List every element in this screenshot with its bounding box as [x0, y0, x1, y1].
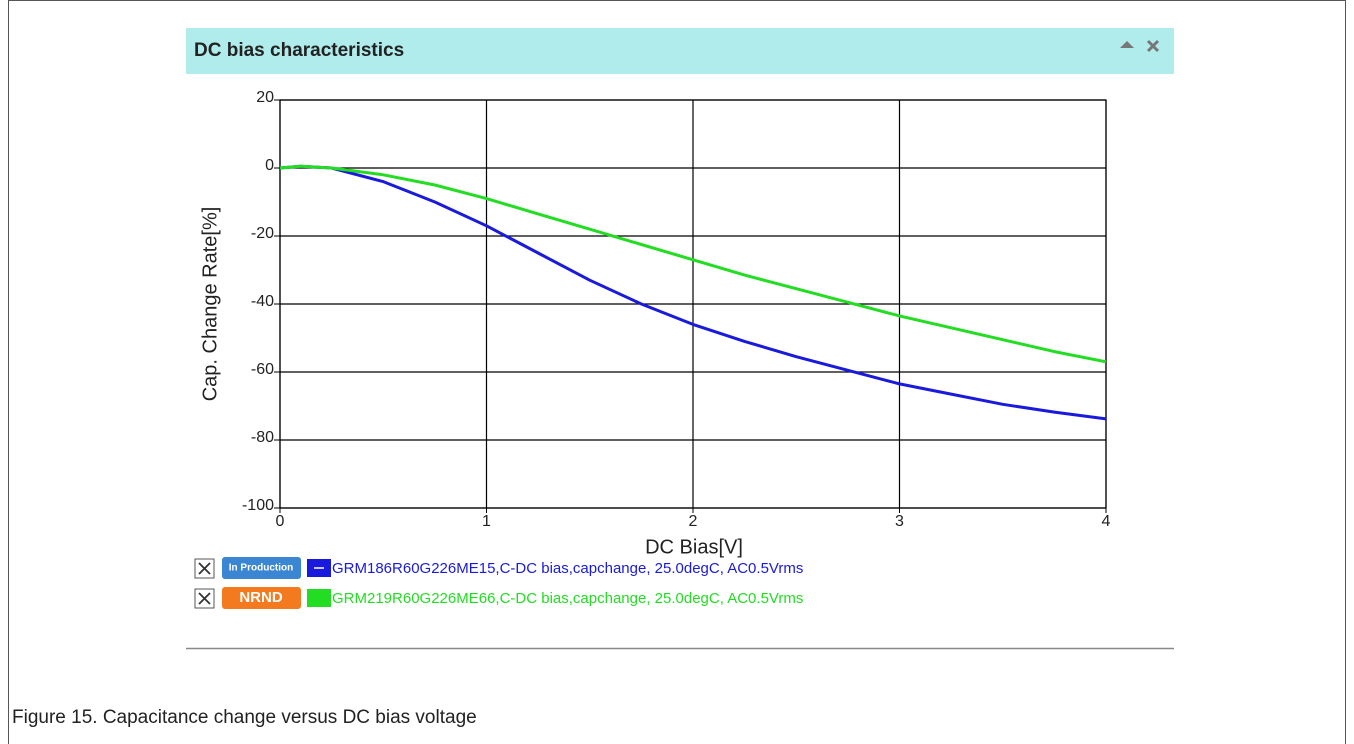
checkbox-x — [198, 592, 211, 605]
figure-caption: Figure 15. Capacitance change versus DC … — [12, 707, 477, 728]
series-line — [279, 164, 1107, 364]
panel-title: DC bias characteristics — [194, 40, 404, 61]
series-line — [279, 164, 1107, 421]
y-tick-label: -100 — [242, 497, 274, 514]
close-icon[interactable] — [1146, 39, 1160, 53]
x-tick-label: 0 — [276, 513, 285, 530]
checkbox-x — [198, 562, 211, 575]
legend-label: GRM219R60G226ME66,C-DC bias,capchange, 2… — [332, 590, 803, 607]
y-tick-label: -40 — [251, 293, 274, 310]
y-tick-label: -80 — [251, 429, 274, 446]
x-tick-label: 3 — [895, 513, 904, 530]
y-axis-label: Cap. Change Rate[%] — [199, 207, 221, 402]
legend-swatch — [307, 589, 331, 607]
x-axis-label: DC Bias[V] — [645, 536, 743, 558]
status-badge — [222, 587, 301, 609]
status-badge-text: In Production — [229, 563, 293, 574]
status-badge — [222, 557, 301, 579]
x-tick-label: 4 — [1102, 513, 1111, 530]
panel-header — [186, 28, 1174, 74]
y-tick-label: -20 — [251, 225, 274, 242]
y-tick-label: -60 — [251, 361, 274, 378]
status-badge-text: NRND — [239, 589, 282, 606]
y-tick-label: 0 — [265, 157, 274, 174]
collapse-icon[interactable] — [1120, 41, 1134, 48]
legend-label: GRM186R60G226ME15,C-DC bias,capchange, 2… — [332, 560, 803, 577]
y-tick-label: 20 — [256, 89, 274, 106]
x-tick-label: 2 — [689, 513, 698, 530]
x-tick-label: 1 — [482, 513, 491, 530]
